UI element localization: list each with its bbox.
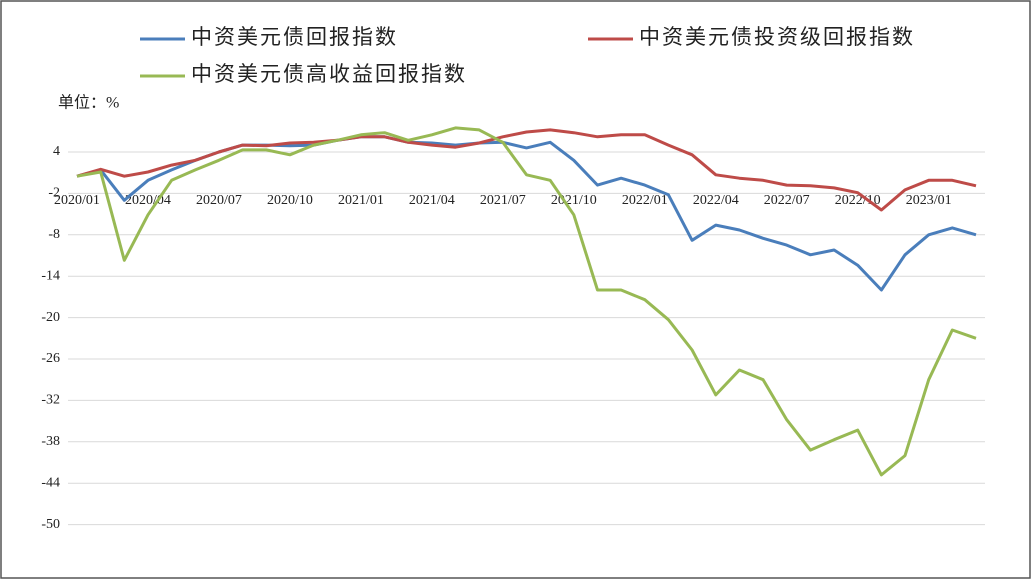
y-tick-label: 4 <box>53 144 60 159</box>
x-tick-label: 2022/07 <box>764 193 810 208</box>
y-tick-label: -50 <box>41 517 60 532</box>
y-tick-label: -38 <box>41 434 60 449</box>
y-tick-label: -44 <box>41 475 60 490</box>
x-tick-label: 2022/04 <box>693 193 739 208</box>
y-tick-label: -32 <box>41 393 60 408</box>
x-tick-label: 2021/07 <box>480 193 526 208</box>
x-tick-label: 2020/07 <box>196 193 242 208</box>
x-tick-label: 2022/10 <box>835 193 881 208</box>
x-tick-label: 2020/10 <box>267 193 313 208</box>
y-tick-label: -20 <box>41 310 60 325</box>
legend-label: 中资美元债回报指数 <box>191 25 398 49</box>
series-line <box>76 128 977 212</box>
x-tick-label: 2023/01 <box>906 193 952 208</box>
x-tick-label: 2020/01 <box>54 193 100 208</box>
unit-label: 单位：% <box>58 94 119 112</box>
y-tick-label: -14 <box>41 268 60 283</box>
x-tick-label: 2021/01 <box>338 193 384 208</box>
y-tick-label: -2 <box>48 186 60 201</box>
series-line <box>76 126 977 477</box>
x-tick-label: 2021/04 <box>409 193 455 208</box>
legend-label: 中资美元债高收益回报指数 <box>191 62 467 86</box>
x-tick-label: 2021/10 <box>551 193 597 208</box>
legend-label: 中资美元债投资级回报指数 <box>639 25 915 49</box>
x-tick-label: 2022/01 <box>622 193 668 208</box>
y-tick-label: -26 <box>41 351 60 366</box>
y-tick-label: -8 <box>48 227 60 242</box>
